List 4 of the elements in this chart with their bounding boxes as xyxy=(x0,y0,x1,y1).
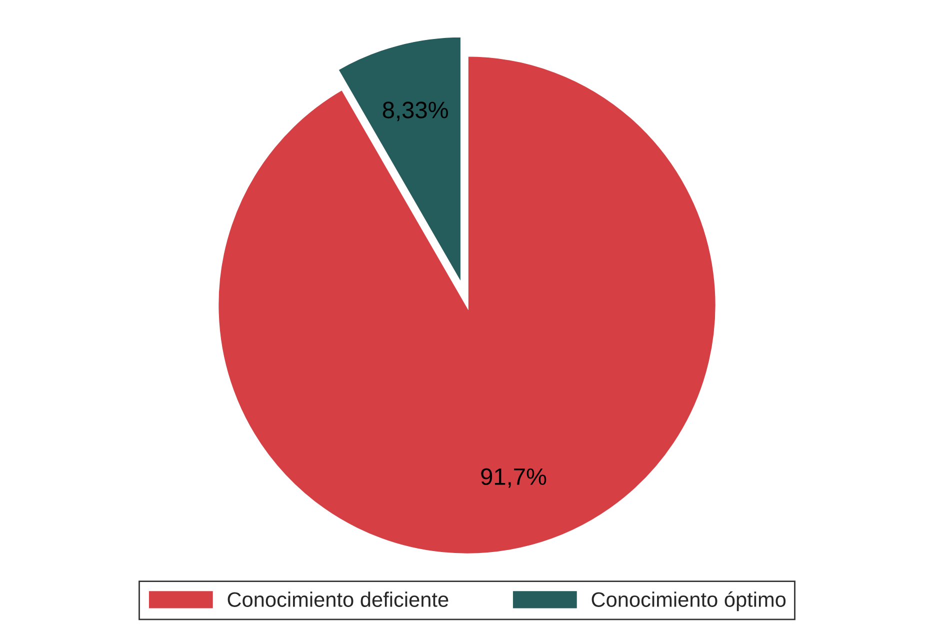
data-label: 8,33% xyxy=(382,102,448,122)
data-label: 91,7% xyxy=(481,468,546,488)
legend-label: Conocimiento óptimo xyxy=(592,591,786,612)
legend-label: Conocimiento deficiente xyxy=(228,592,448,607)
